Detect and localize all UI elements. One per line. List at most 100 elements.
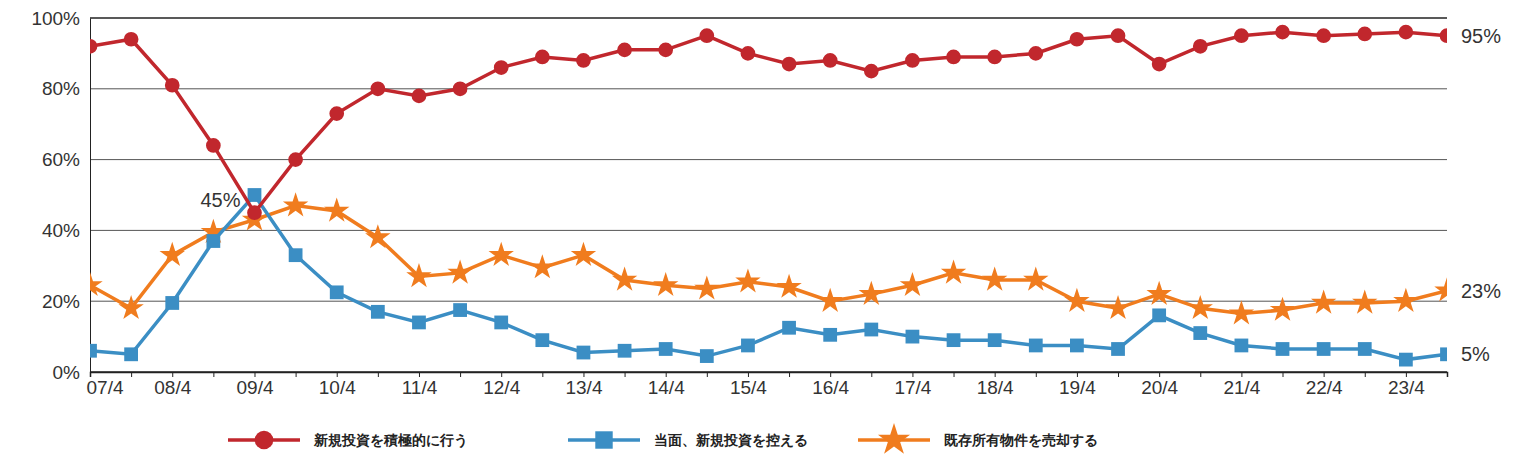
- series-marker: [906, 330, 920, 344]
- series-marker: [1393, 288, 1418, 312]
- series-marker: [248, 188, 262, 202]
- x-tick-mark: [1118, 372, 1119, 377]
- x-tick-label: 15/4: [730, 377, 767, 398]
- x-tick-mark: [337, 372, 338, 377]
- x-tick-mark: [954, 372, 955, 377]
- legend-label: 既存所有物件を売却する: [944, 432, 1098, 448]
- series-marker: [612, 267, 637, 291]
- x-tick: [1200, 372, 1201, 377]
- x-tick-mark: [871, 372, 872, 377]
- x-tick: [378, 372, 379, 377]
- y-tick-label: 40%: [42, 220, 80, 241]
- x-tick: 07/4: [87, 372, 124, 398]
- x-tick-mark: [1159, 372, 1160, 377]
- x-tick-mark: [789, 372, 790, 377]
- series-marker: [453, 81, 468, 96]
- x-tick: 21/4: [1223, 372, 1260, 398]
- x-tick-label: 11/4: [402, 377, 438, 398]
- series-marker: [782, 321, 796, 335]
- x-tick-label: 12/4: [483, 377, 520, 398]
- series-marker: [283, 192, 308, 216]
- series-marker: [864, 323, 878, 337]
- x-tick-mark: [1036, 372, 1037, 377]
- y-tick: 100%: [31, 8, 90, 29]
- series-marker: [618, 344, 632, 358]
- x-tick-mark: [419, 372, 420, 377]
- x-tick-mark: [830, 372, 831, 377]
- y-tick: 60%: [42, 149, 90, 170]
- series-marker: [1064, 288, 1089, 312]
- x-tick-mark: [625, 372, 626, 377]
- x-tick: [954, 372, 955, 377]
- y-tick: 80%: [42, 78, 90, 99]
- data-label: 23%: [1461, 280, 1501, 302]
- x-tick: 19/4: [1059, 372, 1096, 398]
- series-marker: [1270, 297, 1295, 321]
- x-tick-mark: [583, 372, 584, 377]
- series-marker: [941, 260, 966, 284]
- series-marker: [118, 295, 143, 319]
- series-marker: [1111, 28, 1126, 43]
- series-marker: [1358, 342, 1372, 356]
- series-marker: [329, 106, 344, 121]
- x-tick-label: 20/4: [1141, 377, 1178, 398]
- series-marker: [1434, 277, 1447, 301]
- x-tick: [296, 372, 297, 377]
- series-marker: [370, 81, 385, 96]
- x-tick-label: 18/4: [977, 377, 1014, 398]
- x-tick-mark: [666, 372, 667, 377]
- series-marker: [324, 198, 349, 222]
- series-marker: [900, 272, 925, 296]
- x-tick: [131, 372, 132, 377]
- series-marker: [1111, 342, 1125, 356]
- x-tick-label: 19/4: [1059, 377, 1096, 398]
- x-tick-mark: [378, 372, 379, 377]
- series-marker: [535, 50, 550, 65]
- x-tick: 12/4: [483, 372, 520, 398]
- y-tick-label: 80%: [42, 78, 80, 99]
- series-marker: [247, 205, 262, 220]
- series-marker: [165, 296, 179, 310]
- series-marker: [1070, 32, 1085, 47]
- x-tick: 15/4: [730, 372, 767, 398]
- series-marker: [1399, 25, 1414, 40]
- x-tick-mark: [707, 372, 708, 377]
- chart: 0%20%40%60%80%100%07/408/409/410/411/412…: [0, 0, 1530, 463]
- series-marker: [571, 242, 596, 266]
- x-tick-mark: [254, 372, 255, 377]
- series-marker: [987, 50, 1002, 65]
- x-tick: [707, 372, 708, 377]
- series: [90, 192, 1447, 324]
- series-marker: [1357, 27, 1372, 42]
- x-tick-mark: [1365, 372, 1366, 377]
- x-tick: 23/4: [1388, 372, 1425, 398]
- series-marker: [576, 53, 591, 68]
- series-marker: [124, 32, 139, 47]
- x-tick: [1365, 372, 1366, 377]
- x-tick: [1447, 372, 1448, 377]
- series-marker: [206, 234, 220, 248]
- series-marker: [776, 274, 801, 298]
- series-marker: [1234, 28, 1249, 43]
- x-tick: 08/4: [154, 372, 191, 398]
- series-line: [90, 206, 1447, 314]
- series-marker: [817, 288, 842, 312]
- data-label: 45%: [200, 189, 240, 211]
- y-tick-label: 20%: [42, 291, 80, 312]
- series-marker: [494, 316, 508, 330]
- x-tick: 17/4: [894, 372, 931, 398]
- y-axis: 0%20%40%60%80%100%: [31, 8, 90, 383]
- x-tick-mark: [1283, 372, 1284, 377]
- series-line: [90, 32, 1447, 213]
- series-marker: [90, 272, 103, 296]
- series-marker: [659, 342, 673, 356]
- series-marker: [1152, 308, 1166, 322]
- series-marker: [1440, 347, 1447, 361]
- y-tick-label: 100%: [31, 8, 80, 29]
- series-marker: [946, 50, 961, 65]
- series-marker: [1399, 353, 1413, 367]
- legend-marker: [255, 431, 274, 450]
- series-marker: [658, 43, 673, 58]
- x-tick-mark: [213, 372, 214, 377]
- series-marker: [1440, 28, 1447, 43]
